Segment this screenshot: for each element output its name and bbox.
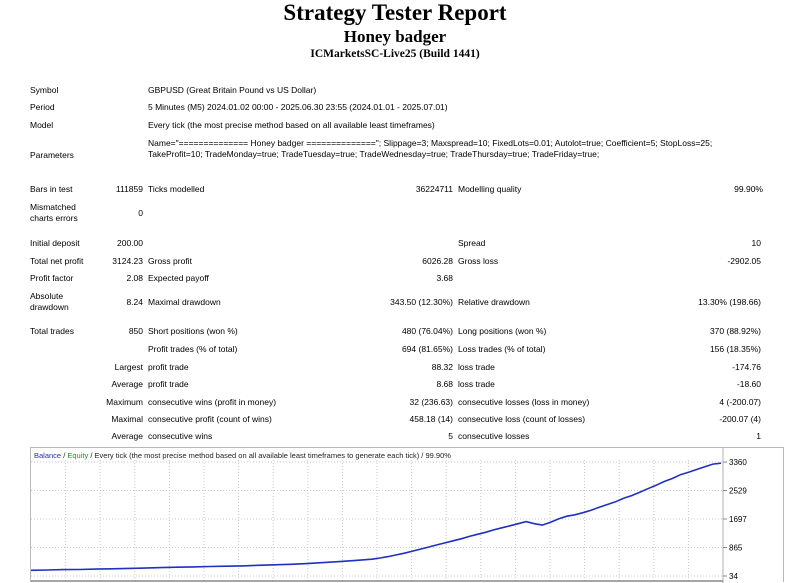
largest-loss-value: -174.76 [732,362,761,372]
model-value: Every tick (the most precise method base… [148,120,435,130]
gross-loss-label: Gross loss [458,256,499,266]
period-value: 5 Minutes (M5) 2024.01.02 00:00 - 2025.0… [148,102,448,112]
profit-trades-value: 694 (81.65%) [401,344,453,354]
max-consecutive-wins-label: consecutive wins (profit in money) [148,397,277,407]
average-consecutive-wins-label: consecutive wins [148,431,213,441]
expected-payoff-label: Expected payoff [148,273,209,283]
ticks-label: Ticks modelled [148,184,205,194]
profit-trades-label: Profit trades (% of total) [148,344,238,354]
quality-value: 99.90% [734,184,763,194]
average-profit-value: 8.68 [436,379,453,389]
average-profit-label: profit trade [148,379,189,389]
absolute-drawdown-label: Absolute drawdown [30,291,69,312]
maximal-label: Maximal [111,414,143,424]
average-consecutive-losses-label: consecutive losses [458,431,530,441]
profit-factor-label: Profit factor [30,273,74,283]
average-loss-value: -18.60 [736,379,761,389]
max-consecutive-wins-value: 32 (236.63) [409,397,453,407]
max-consecutive-losses-label: consecutive losses (loss in money) [458,397,590,407]
net-profit-label: Total net profit [30,256,84,266]
long-positions-label: Long positions (won %) [458,326,547,336]
legend-balance: Balance [34,451,62,460]
largest-profit-value: 88.32 [431,362,453,372]
expert-name: Honey badger [343,27,447,46]
bars-label: Bars in test [30,184,73,194]
mismatch-value: 0 [138,208,143,218]
model-label: Model [30,120,54,130]
legend-separator: / [61,451,68,460]
parameters-label: Parameters [30,150,74,160]
bars-value: 111859 [115,184,143,194]
chart-y-tick-label: 2529 [729,486,747,495]
short-positions-value: 480 (76.04%) [401,326,453,336]
ticks-value: 36224711 [415,184,453,194]
balance-chart: Balance / Equity / Every tick (the most … [30,447,784,583]
average-consecutive-label: Average [111,431,143,441]
maximal-consecutive-loss-label: consecutive loss (count of losses) [458,414,586,424]
chart-y-tick-label: 34 [729,572,738,581]
deposit-value: 200.00 [117,238,143,248]
total-trades-label: Total trades [30,326,74,336]
max-consecutive-losses-value: 4 (-200.07) [719,397,761,407]
maximal-consecutive-loss-value: -200.07 (4) [719,414,761,424]
chart-caption-text: / Every tick (the most precise method ba… [88,451,451,460]
deposit-label: Initial deposit [30,238,80,248]
legend-equity: Equity [67,451,89,460]
gross-profit-value: 6026.28 [422,256,453,266]
series-balance-line [31,462,722,572]
spread-label: Spread [458,238,486,248]
symbol-label: Symbol [30,85,59,95]
maximal-consecutive-profit-label: consecutive profit (count of wins) [148,414,272,424]
parameters-value: Name="============== Honey badger ======… [148,138,713,159]
maximal-drawdown-label: Maximal drawdown [148,297,221,307]
profit-factor-value: 2.08 [126,273,143,283]
report-title: Strategy Tester Report [283,0,507,25]
maximal-drawdown-value: 343.50 (12.30%) [390,297,453,307]
quality-label: Modelling quality [458,184,522,194]
largest-profit-label: profit trade [148,362,189,372]
average-consecutive-losses-value: 1 [756,431,761,441]
maximum-label: Maximum [106,397,143,407]
period-label: Period [30,102,55,112]
gross-profit-label: Gross profit [148,256,192,266]
largest-label: Largest [114,362,143,372]
server-name: ICMarketsSC-Live25 (Build 1441) [310,48,480,60]
mismatch-label: Mismatched charts errors [30,202,78,223]
loss-trades-value: 156 (18.35%) [709,344,761,354]
maximal-consecutive-profit-value: 458.18 (14) [409,414,453,424]
chart-plot: 3360 2529 1697 865 34 [31,448,747,583]
average-loss-label: loss trade [458,379,495,389]
chart-y-tick-label: 865 [729,544,743,553]
expected-payoff-value: 3.68 [436,273,453,283]
symbol-value: GBPUSD (Great Britain Pound vs US Dollar… [148,85,317,95]
short-positions-label: Short positions (won %) [148,326,238,336]
average-label: Average [111,379,143,389]
relative-drawdown-label: Relative drawdown [458,297,530,307]
average-consecutive-wins-value: 5 [448,431,453,441]
chart-y-tick-label: 3360 [729,458,747,467]
loss-trades-label: Loss trades (% of total) [458,344,546,354]
net-profit-value: 3124.23 [112,256,143,266]
gross-loss-value: -2902.05 [727,256,761,266]
long-positions-value: 370 (88.92%) [709,326,761,336]
spread-value: 10 [751,238,761,248]
total-trades-value: 850 [128,326,143,336]
largest-loss-label: loss trade [458,362,495,372]
relative-drawdown-value: 13.30% (198.66) [698,297,761,307]
absolute-drawdown-value: 8.24 [126,297,143,307]
chart-y-tick-label: 1697 [729,515,747,524]
chart-caption: Balance / Equity / Every tick (the most … [34,451,451,460]
